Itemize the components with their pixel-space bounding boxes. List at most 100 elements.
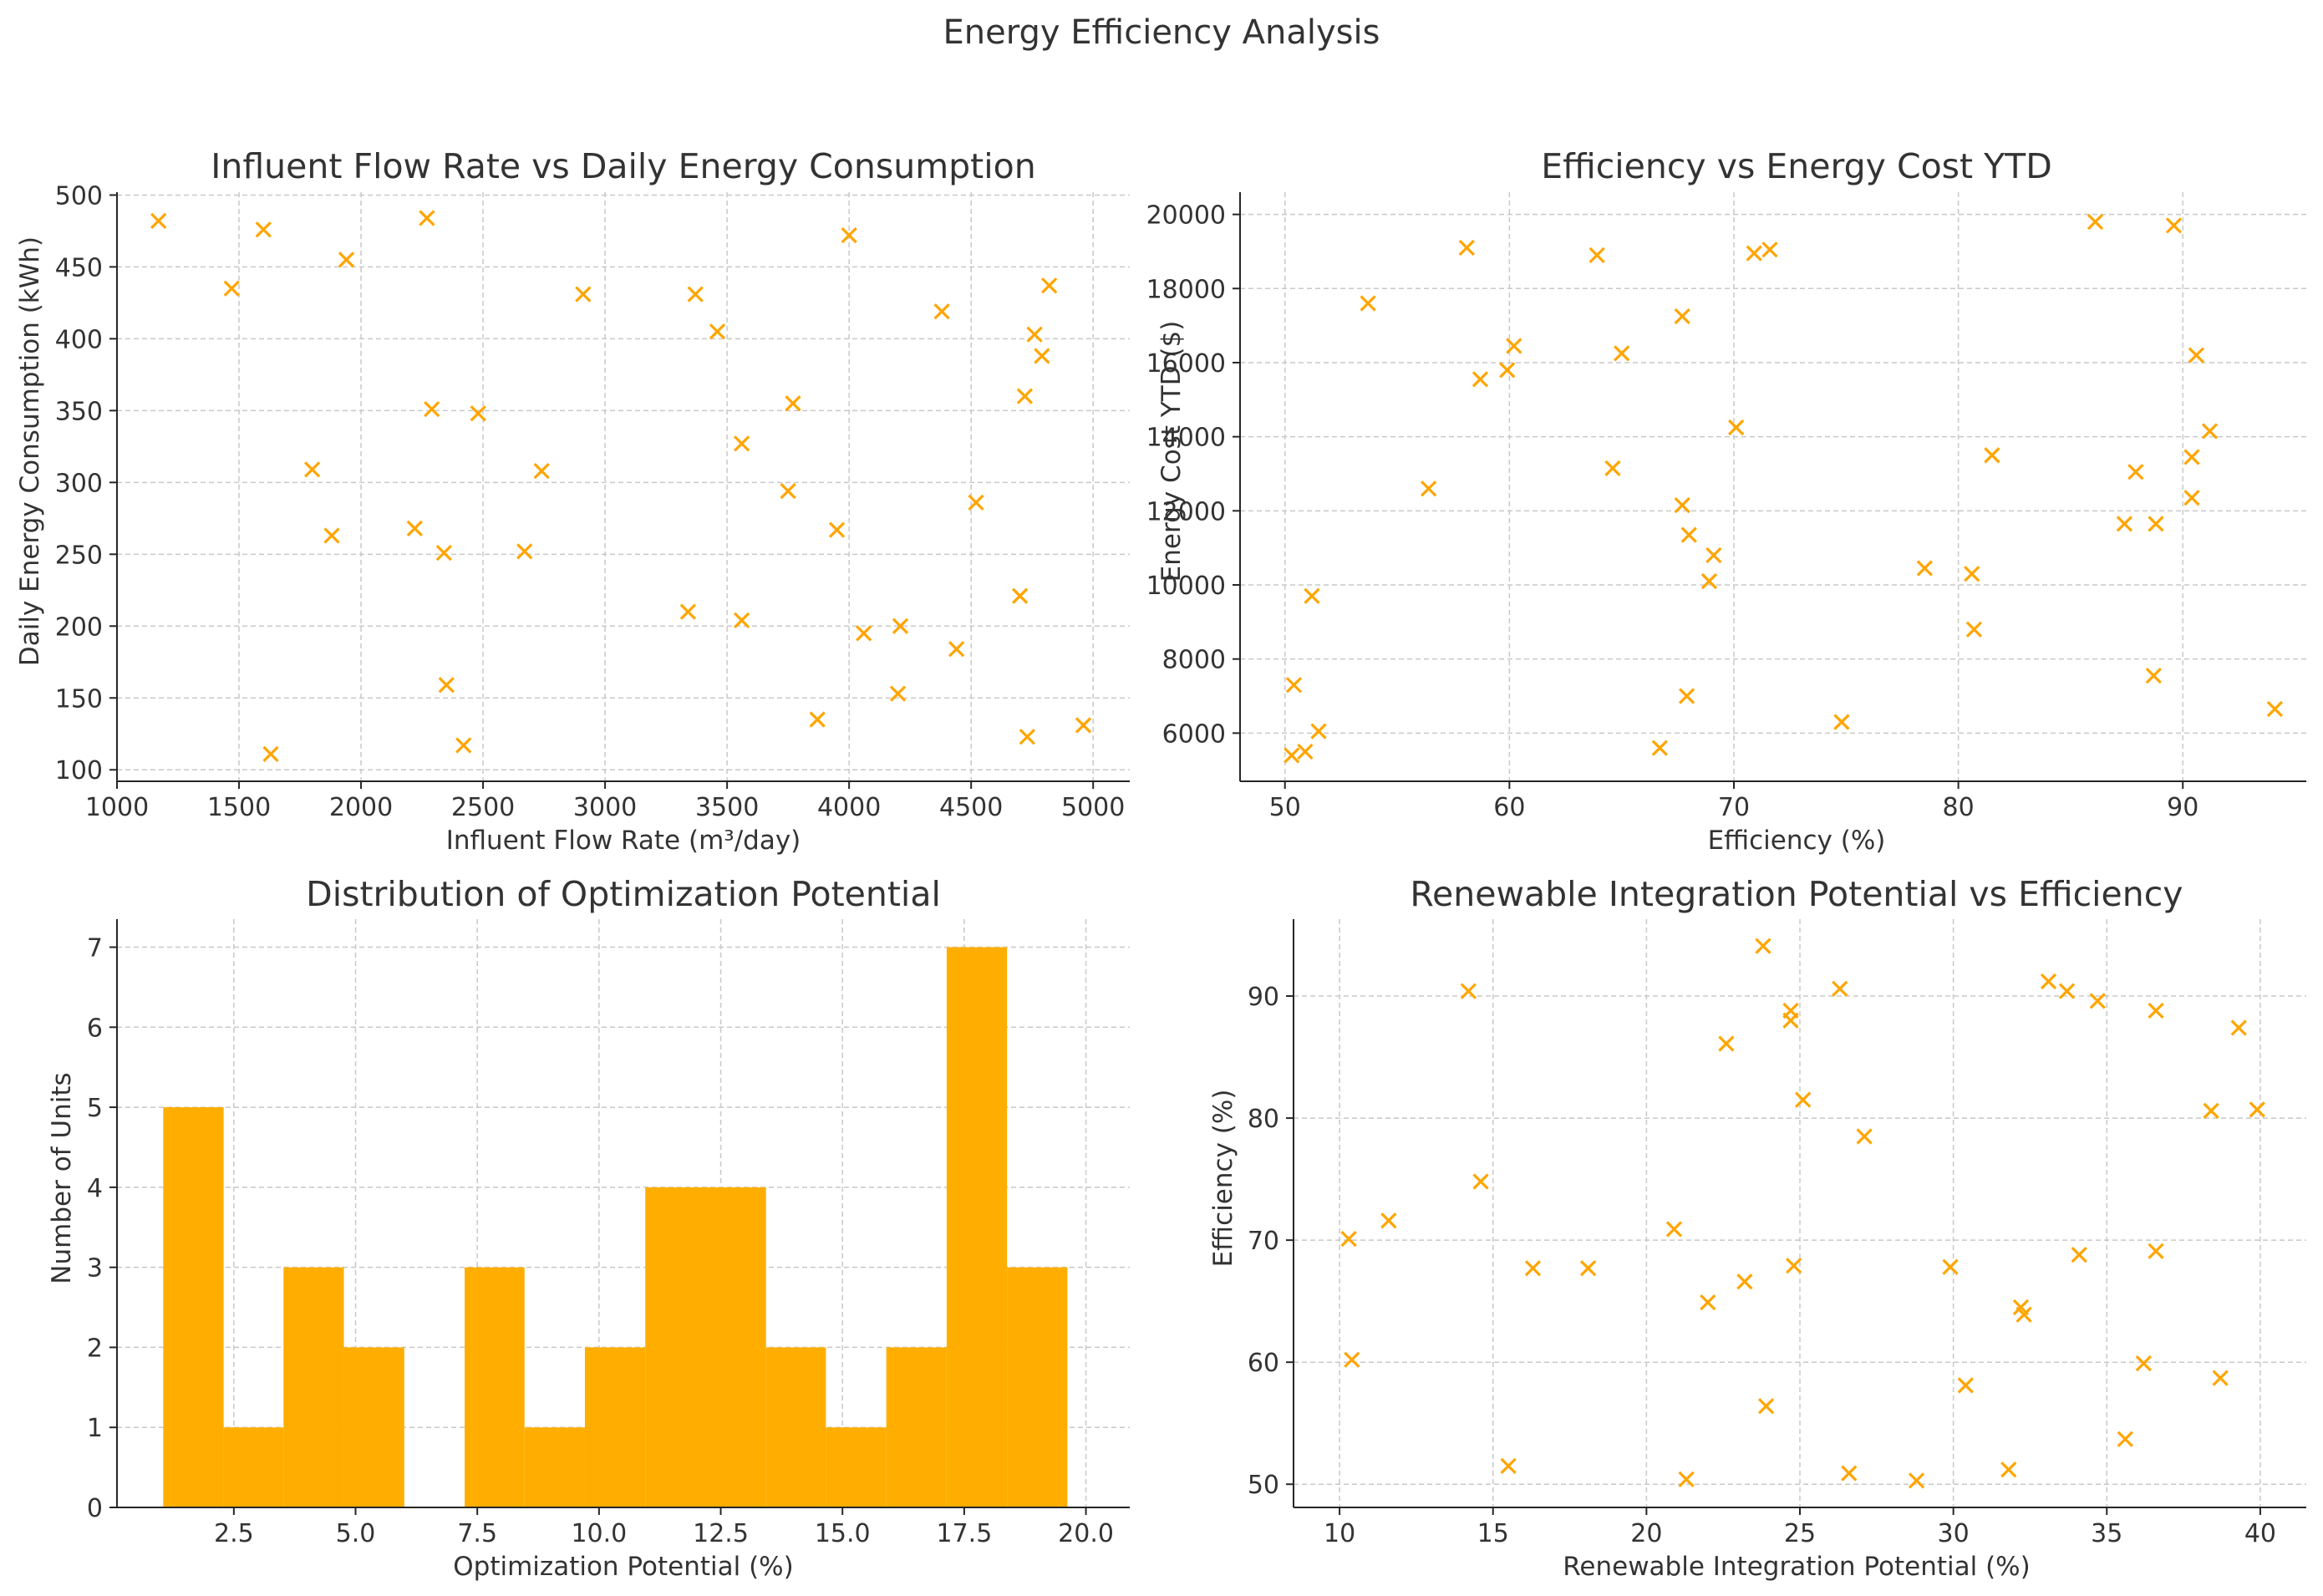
y-tick-label: 3 bbox=[87, 1254, 103, 1283]
scatter-point bbox=[1524, 1260, 1542, 1277]
scatter-point-stroke bbox=[2000, 1461, 2017, 1478]
scatter-point-stroke bbox=[435, 544, 452, 562]
y-tick-label: 14000 bbox=[1146, 424, 1226, 453]
scatter-point bbox=[2058, 983, 2076, 999]
scatter-point-stroke bbox=[2087, 213, 2104, 231]
scatter-point-stroke bbox=[323, 527, 340, 544]
scatter-point bbox=[2148, 1243, 2164, 1259]
scatter-point-stroke bbox=[1916, 560, 1933, 577]
scatter-point-stroke bbox=[2148, 516, 2164, 532]
scatter-point-stroke bbox=[1718, 1035, 1735, 1052]
histogram-bar bbox=[826, 1427, 887, 1507]
y-tick-label: 50 bbox=[1248, 1471, 1279, 1500]
y-tick-label: 350 bbox=[55, 397, 103, 426]
scatter-point-stroke bbox=[1832, 980, 1848, 997]
scatter-point bbox=[1458, 239, 1475, 257]
scatter-point bbox=[1841, 1465, 1858, 1482]
scatter-point bbox=[1674, 497, 1690, 514]
histogram-bar bbox=[645, 1187, 706, 1507]
scatter-point-stroke bbox=[1957, 1377, 1974, 1394]
scatter-point bbox=[1755, 938, 1771, 954]
x-tick-label: 20 bbox=[1630, 1519, 1662, 1548]
y-tick-label: 0 bbox=[87, 1494, 103, 1523]
scatter-point-stroke bbox=[455, 737, 472, 754]
scatter-point-stroke bbox=[406, 520, 423, 536]
scatter-point-stroke bbox=[679, 603, 697, 620]
y-tick-label: 150 bbox=[55, 684, 103, 714]
scatter-point bbox=[2015, 1306, 2032, 1323]
y-tick-label: 2 bbox=[87, 1334, 103, 1363]
scatter-point bbox=[2203, 1102, 2219, 1119]
scatter-point bbox=[948, 641, 965, 658]
scatter-point-stroke bbox=[1604, 460, 1621, 476]
scatter-point-stroke bbox=[2058, 983, 2076, 999]
scatter-point-stroke bbox=[304, 461, 321, 478]
scatter-point-stroke bbox=[533, 462, 550, 480]
panel-renewable-vs-efficiency-title: Renewable Integration Potential vs Effic… bbox=[1410, 874, 2183, 914]
scatter-point bbox=[1965, 621, 1983, 638]
scatter-point bbox=[2148, 516, 2164, 532]
scatter-point bbox=[856, 625, 872, 642]
scatter-point bbox=[1340, 1231, 1357, 1248]
scatter-point-stroke bbox=[1908, 1472, 1925, 1489]
scatter-point-stroke bbox=[809, 711, 826, 728]
scatter-point bbox=[406, 520, 423, 536]
y-tick-label: 90 bbox=[1248, 983, 1279, 1012]
scatter-point-stroke bbox=[1019, 729, 1035, 745]
scatter-point-stroke bbox=[2071, 1247, 2087, 1263]
scatter-point bbox=[2188, 347, 2205, 363]
scatter-point-stroke bbox=[2183, 490, 2200, 506]
scatter-point-stroke bbox=[2012, 1299, 2030, 1316]
scatter-point bbox=[1761, 241, 1778, 258]
histogram-bar bbox=[584, 1347, 646, 1507]
scatter-point-stroke bbox=[1472, 1173, 1489, 1190]
scatter-point bbox=[2127, 464, 2144, 480]
x-tick-label: 60 bbox=[1493, 793, 1525, 822]
scatter-point bbox=[1034, 348, 1050, 364]
scatter-point bbox=[2117, 1431, 2133, 1447]
scatter-point-stroke bbox=[1761, 241, 1778, 258]
panel-optimization-histogram-xlabel: Optimization Potential (%) bbox=[453, 1552, 793, 1582]
scatter-point bbox=[1651, 740, 1668, 756]
scatter-point bbox=[2148, 1002, 2164, 1019]
scatter-point-stroke bbox=[2145, 668, 2162, 684]
x-tick-label: 40 bbox=[2244, 1519, 2276, 1548]
y-tick-label: 70 bbox=[1248, 1227, 1279, 1256]
panel-efficiency-vs-cost-xlabel: Efficiency (%) bbox=[1708, 826, 1886, 856]
scatter-point bbox=[1506, 338, 1522, 354]
scatter-point bbox=[1421, 480, 1437, 497]
y-tick-label: 450 bbox=[55, 253, 103, 282]
scatter-point bbox=[1700, 572, 1718, 590]
scatter-point-stroke bbox=[1984, 447, 2000, 464]
scatter-point bbox=[1460, 983, 1477, 999]
x-tick-label: 12.5 bbox=[693, 1519, 749, 1548]
y-tick-label: 8000 bbox=[1162, 646, 1226, 675]
scatter-point-stroke bbox=[1755, 938, 1771, 954]
y-tick-label: 250 bbox=[55, 541, 103, 570]
panel-efficiency-vs-cost: Efficiency vs Energy Cost YTD Efficiency… bbox=[1156, 146, 2052, 856]
scatter-point-stroke bbox=[2203, 1102, 2219, 1119]
histogram-bar bbox=[283, 1267, 344, 1507]
x-tick-label: 7.5 bbox=[457, 1519, 497, 1548]
scatter-point bbox=[262, 745, 279, 762]
scatter-point bbox=[2071, 1247, 2087, 1263]
scatter-point bbox=[304, 461, 321, 478]
scatter-point bbox=[841, 226, 857, 244]
scatter-point bbox=[1832, 980, 1848, 997]
scatter-point bbox=[1728, 419, 1745, 436]
scatter-point-stroke bbox=[2188, 347, 2205, 363]
x-tick-label: 25 bbox=[1784, 1519, 1816, 1548]
scatter-point-stroke bbox=[1588, 247, 1605, 264]
scatter-point-stroke bbox=[1665, 1221, 1683, 1238]
scatter-point bbox=[1016, 388, 1034, 404]
y-tick-label: 20000 bbox=[1146, 201, 1226, 231]
scatter-point bbox=[470, 405, 486, 422]
scatter-point bbox=[1942, 1258, 1959, 1275]
scatter-point bbox=[1026, 326, 1043, 343]
scatter-point bbox=[1344, 1351, 1360, 1368]
panel-efficiency-vs-cost-title: Efficiency vs Energy Cost YTD bbox=[1541, 146, 2052, 186]
scatter-point-stroke bbox=[734, 435, 750, 452]
scatter-point bbox=[1472, 1173, 1489, 1190]
scatter-point-stroke bbox=[1705, 546, 1722, 564]
scatter-point-stroke bbox=[516, 543, 533, 560]
